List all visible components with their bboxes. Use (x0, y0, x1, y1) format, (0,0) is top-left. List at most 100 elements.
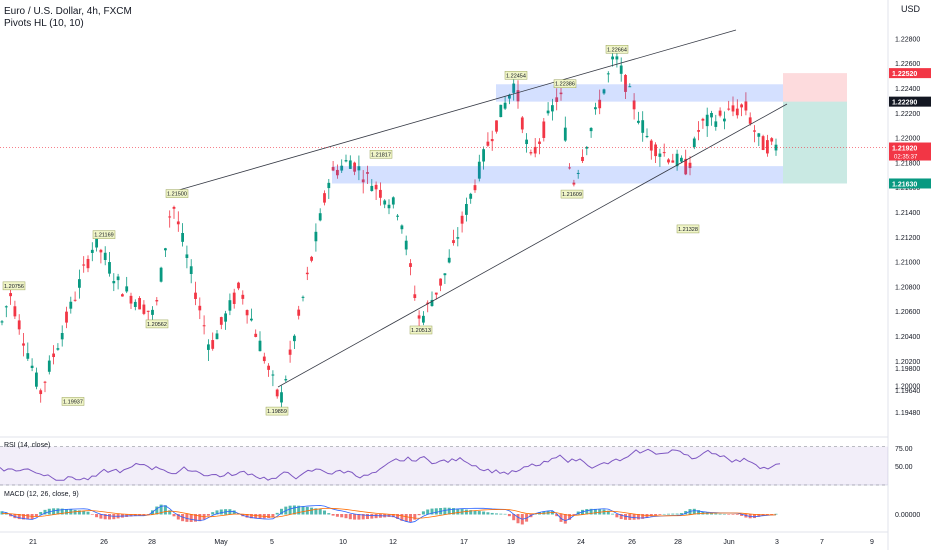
candle-body (108, 262, 111, 274)
stop-loss-zone[interactable] (783, 73, 847, 102)
macd-histogram-bar (82, 510, 86, 515)
candle-body (172, 206, 176, 209)
rsi-level-label: 50.00 (895, 464, 913, 471)
candle-body (409, 263, 412, 267)
macd-histogram-bar (185, 514, 189, 522)
macd-histogram-bar (615, 514, 619, 518)
resistance-zone[interactable] (496, 84, 783, 102)
candle-body (688, 162, 692, 169)
candle-body (430, 299, 434, 307)
macd-histogram-bar (314, 508, 318, 515)
candle-body (0, 321, 4, 323)
take-profit-zone[interactable] (783, 101, 847, 184)
macd-histogram-bar (374, 514, 378, 519)
macd-histogram-bar (65, 508, 68, 515)
macd-histogram-bar (684, 511, 688, 515)
candle-body (361, 179, 365, 183)
support-zone[interactable] (332, 166, 783, 184)
price-tick-label: 1.21200 (895, 235, 920, 242)
candle-body (185, 254, 189, 258)
macd-histogram-bar (740, 514, 744, 516)
macd-line (1, 505, 777, 523)
candle-body (641, 120, 645, 133)
pivot-label: 1.21817 (371, 152, 391, 158)
candle-body (503, 102, 507, 109)
candle-body (667, 159, 670, 163)
macd-histogram-bar (714, 513, 718, 515)
macd-histogram-bar (654, 514, 658, 516)
indicator-title[interactable]: Pivots HL (10, 10) (4, 18, 84, 29)
candle-body (727, 108, 731, 110)
candle-body (434, 292, 438, 295)
candle-body (542, 121, 546, 138)
candle-body (602, 89, 606, 94)
candle-body (103, 252, 107, 260)
candle-body (90, 249, 94, 253)
lower-trendline[interactable] (277, 103, 788, 388)
macd-histogram-bar (43, 509, 47, 515)
candle-body (658, 153, 662, 157)
time-tick-label: 26 (100, 539, 108, 546)
macd-histogram-bar (753, 514, 756, 519)
candle-body (538, 141, 541, 144)
macd-histogram-bar (0, 511, 4, 515)
candle-body (219, 317, 223, 325)
macd-histogram-bar (731, 514, 735, 515)
currency-label: USD (900, 4, 920, 14)
candle-body (250, 318, 253, 321)
upper-trendline[interactable] (171, 29, 737, 193)
pivot-label-box (560, 189, 584, 199)
candle-body (336, 169, 339, 176)
macd-histogram-bar (606, 510, 610, 515)
candle-body (232, 292, 236, 304)
time-tick-label: 21 (29, 539, 37, 546)
macd-histogram-bar (572, 514, 576, 515)
macd-histogram-bar (348, 514, 352, 520)
rsi-band (0, 446, 888, 485)
macd-histogram-bar (77, 510, 81, 515)
macd-histogram-bar (757, 514, 761, 517)
candle-body (684, 158, 688, 175)
macd-histogram-bar (400, 514, 404, 521)
time-tick-label: 3 (775, 539, 779, 546)
macd-histogram-bar (495, 513, 498, 515)
candle-body (572, 182, 576, 185)
candle-body (692, 138, 696, 148)
macd-histogram-bar (512, 514, 516, 521)
candle-body (645, 135, 649, 138)
pivot-label: 1.21500 (167, 192, 187, 198)
macd-histogram-bar (421, 511, 425, 515)
candle-body (116, 276, 120, 281)
candle-body (456, 237, 460, 239)
macd-histogram-bar (722, 513, 726, 515)
macd-histogram-bar (168, 510, 172, 515)
candle-body (671, 160, 675, 163)
candle-body (366, 172, 369, 174)
candle-body (22, 343, 25, 346)
macd-histogram-bar (60, 508, 64, 515)
macd-histogram-bar (288, 505, 292, 515)
candle-body (611, 56, 614, 60)
candle-body (718, 110, 722, 116)
pivot-label-box (165, 189, 189, 198)
macd-histogram-bar (533, 513, 537, 515)
macd-zero-label: 0.00000 (895, 512, 920, 519)
macd-histogram-bar (271, 514, 275, 518)
candle-body (404, 240, 408, 250)
symbol-title[interactable]: Euro / U.S. Dollar, 4h, FXCM (4, 6, 132, 17)
candle-body (662, 152, 666, 154)
candle-body (520, 117, 524, 130)
macd-histogram-bar (103, 514, 107, 520)
candle-body (43, 381, 47, 383)
candle-body (452, 240, 455, 244)
candle-body (615, 56, 619, 60)
pivot-label-box (676, 224, 700, 234)
candle-body (744, 101, 748, 111)
price-tick-label: 1.22400 (895, 86, 920, 93)
time-tick-label: 19 (507, 539, 515, 546)
macd-histogram-bar (516, 514, 520, 524)
candle-body (370, 185, 374, 191)
time-tick-label: 17 (460, 539, 468, 546)
pivot-label: 1.20756 (4, 284, 24, 290)
